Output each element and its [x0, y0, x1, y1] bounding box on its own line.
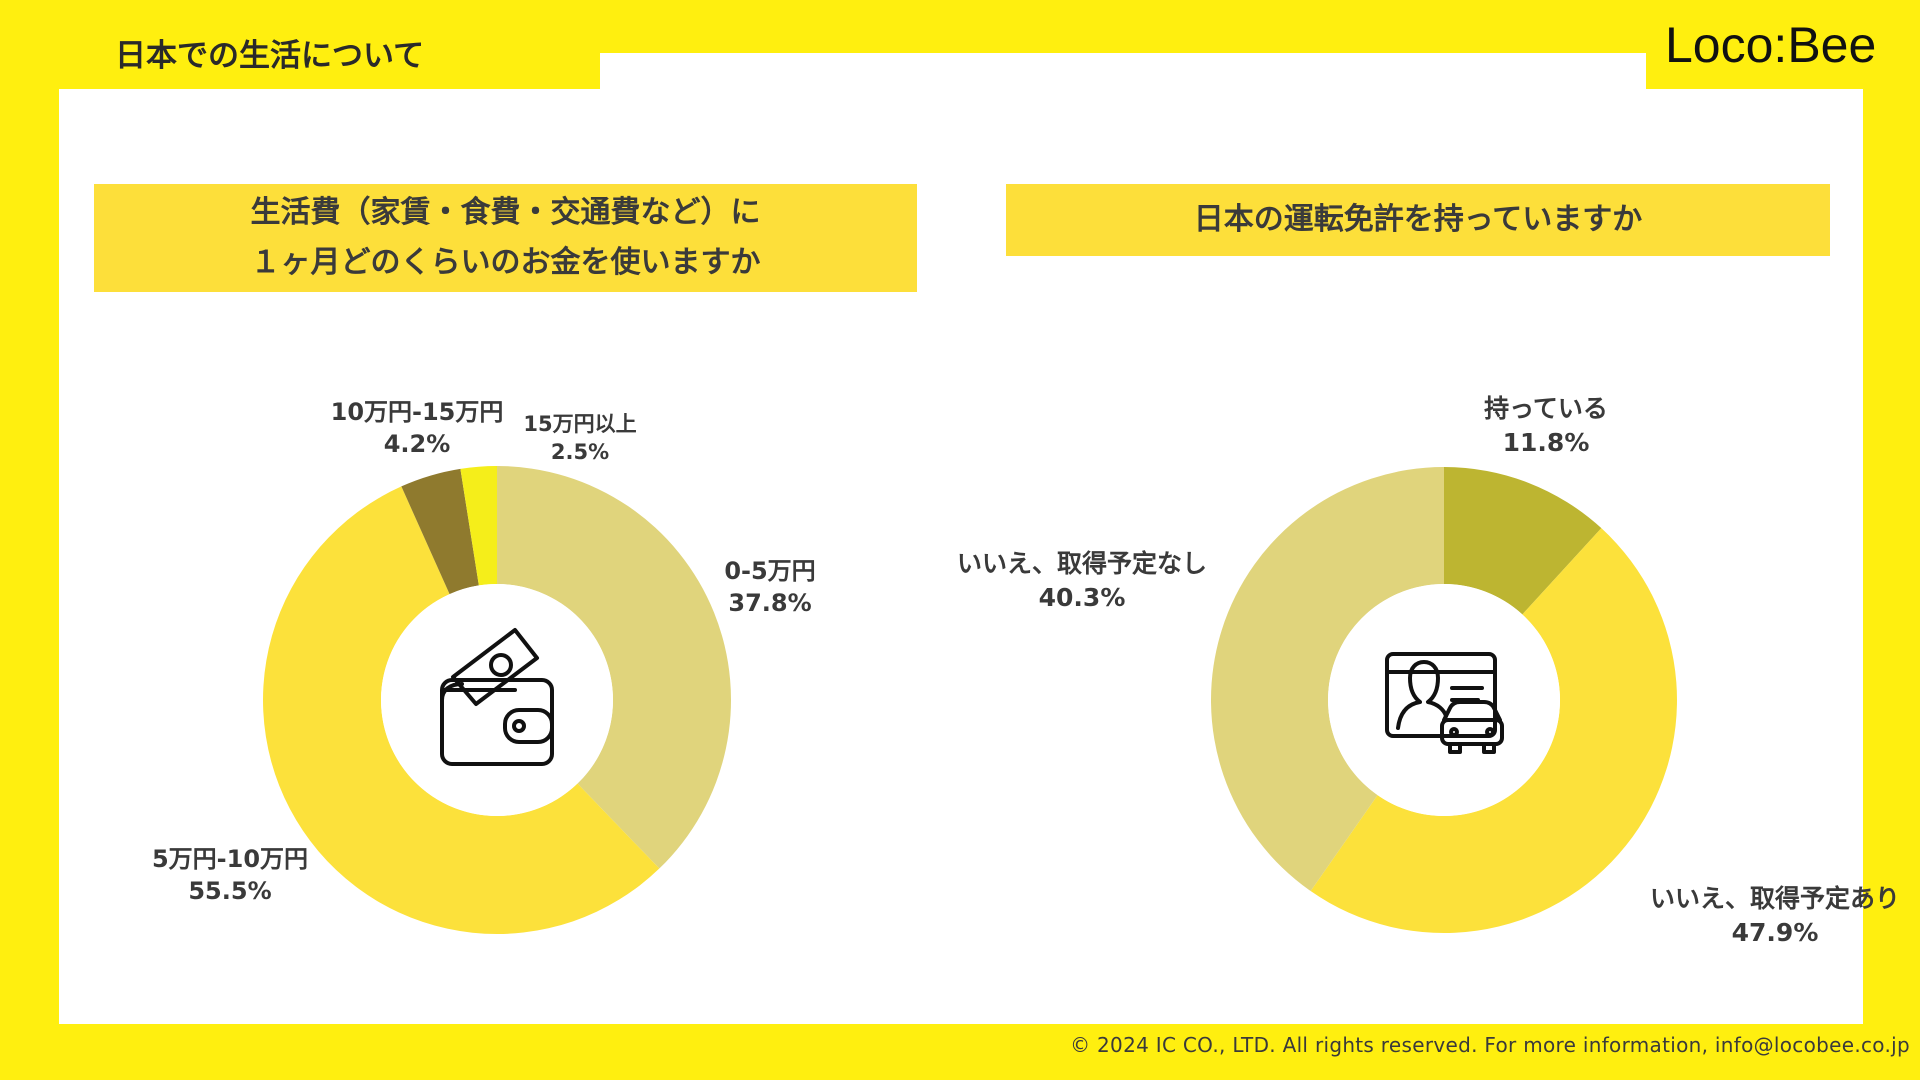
copyright-footer: © 2024 IC CO., LTD. All rights reserved.…	[1070, 1033, 1910, 1057]
slice-label-10-15man: 10万円-15万円 4.2%	[330, 398, 504, 459]
question-living-cost: 生活費（家賃・食費・交通費など）に １ヶ月どのくらいのお金を使いますか	[94, 184, 917, 292]
driver-license-icon	[1385, 652, 1504, 754]
living-cost-donut-chart	[263, 466, 732, 935]
question-driving-license: 日本の運転免許を持っていますか	[1006, 184, 1830, 256]
panel-top-extension	[600, 53, 1646, 93]
question-living-cost-line2: １ヶ月どのくらいのお金を使いますか	[250, 245, 761, 280]
slice-5-10man	[263, 486, 660, 935]
logo-text: Loco:Bee	[1665, 17, 1876, 73]
slice-label-no-not-planned: いいえ、取得予定なし 40.3%	[956, 549, 1208, 612]
slice-10-15man	[401, 468, 479, 595]
slice-15man-over	[460, 466, 497, 586]
donut-hole	[381, 584, 613, 816]
question-driving-license-text: 日本の運転免許を持っていますか	[1193, 202, 1643, 237]
donut-hole	[1328, 584, 1560, 816]
locobee-logo: Loco:Bee	[1665, 17, 1876, 73]
slice-0-5man	[497, 466, 732, 869]
wallet-icon	[440, 628, 554, 766]
slice-label-5-10man: 5万円-10万円 55.5%	[151, 845, 309, 906]
slice-have	[1444, 467, 1602, 615]
slice-no-planned	[1310, 528, 1677, 933]
slice-no-not-planned	[1211, 467, 1444, 892]
slice-label-have: 持っている 11.8%	[1484, 394, 1608, 457]
slice-label-15man-over: 15万円以上 2.5%	[523, 412, 637, 465]
slice-label-0-5man: 0-5万円 37.8%	[724, 557, 816, 618]
slice-label-no-planned: いいえ、取得予定あり 47.9%	[1649, 884, 1901, 947]
section-title: 日本での生活について	[115, 38, 425, 74]
driving-license-donut-chart	[1211, 467, 1677, 933]
question-living-cost-line1: 生活費（家賃・食費・交通費など）に	[250, 195, 761, 230]
